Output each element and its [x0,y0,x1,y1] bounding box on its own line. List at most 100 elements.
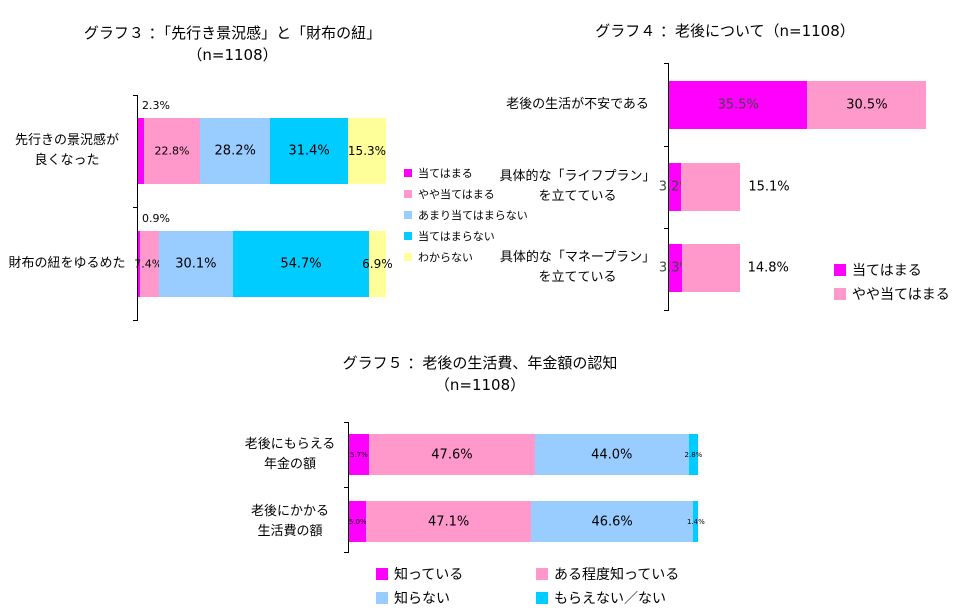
chart-4-axis [668,63,669,310]
category-label: 財布の紐をゆるめた [8,256,126,271]
legend-label: あまり当てはまらない [418,208,528,222]
bar-segment: 15.1% [681,163,790,211]
data-label: 2.8% [684,450,703,459]
chart-3-title-text: グラフ３ ：「先行き景況感」と「財布の紐」 [83,24,382,42]
chart-5-title: グラフ５ ：老後の生活費、年金額の認知 （n=1108） [300,352,660,396]
bar-segment: 3.3% [659,244,692,292]
chart-4-tick [664,63,669,64]
chart-3-subtitle: （n=1108） [187,46,278,64]
data-label: 5.0% [348,517,367,526]
data-label: 15.3% [347,144,387,158]
legend-item: やや当てはまる [404,183,528,204]
chart-4-legend: 当てはまる やや当てはまる [834,258,950,306]
legend-label: 知らない [394,591,450,607]
data-label: 47.6% [431,447,473,462]
bar-segment: 2.8% [685,434,702,475]
chart-4-tick [664,310,669,311]
chart-3-tick [133,95,138,96]
bar-segment: 22.8% [143,118,201,184]
legend-swatch [404,189,412,198]
legend-label: ある程度知っている [554,567,680,583]
bar-segment: 46.6% [530,501,694,542]
legend-swatch [536,592,548,604]
category-label: 先行きの景況感が 良くなった [14,133,119,168]
category-label: 老後の生活が不安である [506,97,649,112]
bar-segment: 1.4% [687,501,705,542]
legend-item: あまり当てはまらない [404,204,528,225]
data-label: 30.1% [175,256,217,272]
bar-segment: 5.0% [348,501,367,542]
legend-swatch [376,592,388,604]
bar-segment: 44.0% [535,434,689,475]
bar-segment: 30.1% [158,231,234,297]
data-label: 35.5% [717,97,759,113]
bar-segment: 35.5% [669,81,808,129]
data-label: 0.9% [142,212,170,225]
bar-row: 35.5% 30.5% [669,81,927,129]
category-label: 老後にかかる 生活費の額 [250,503,329,539]
legend-swatch [536,568,548,580]
legend-item: 知っている [376,562,526,586]
bar-segment: 7.4% [134,231,162,297]
bar-segment: 31.4% [270,118,349,184]
bar-segment: 15.3% [348,118,386,184]
chart-3-tick [133,207,138,208]
data-label: 7.4% [134,257,163,271]
legend-label: 知っている [394,567,464,583]
chart-5-tick [344,422,349,423]
data-label: 28.2% [214,143,256,159]
data-label: 14.8% [747,260,789,276]
chart-5-subtitle: （n=1108） [434,376,526,394]
legend-label: やや当てはまる [852,287,950,303]
chart-5-legend: 知っている ある程度知っている 知らない もらえない／ない [376,562,706,610]
legend-swatch [404,252,412,261]
data-label: 6.9% [362,257,393,271]
bar-segment [138,118,144,184]
data-label: 15.1% [748,179,790,195]
legend-label: わからない [418,250,473,264]
bar-segment: 6.9% [362,231,393,297]
data-label: 44.0% [591,447,633,462]
data-label: 47.1% [427,514,470,529]
bar-segment: 47.6% [368,434,535,475]
bar-segment: 3.2% [659,163,692,211]
legend-label: 当てはまらない [418,229,495,243]
bar-row: 3.3% 14.8% [659,244,789,292]
legend-item: 知らない [376,586,526,610]
data-label: 30.5% [846,97,888,113]
chart-3-tick [133,320,138,321]
legend-swatch [404,168,412,177]
bar-segment: 5.7% [349,434,369,475]
bar-row: 5.0% 47.1% 46.6% 1.4% [348,501,705,542]
bar-segment [138,231,141,297]
bar-segment: 54.7% [233,231,369,297]
legend-swatch [834,288,846,300]
chart-3-legend: 当てはまるやや当てはまるあまり当てはまらない 当てはまらない わからない [404,162,528,267]
chart-4-tick [664,228,669,229]
bar-segment: 28.2% [200,118,271,184]
chart-4-title-text: グラフ４ ：老後について（n=1108） [595,22,855,40]
chart-5-tick [344,487,349,488]
data-label: 31.4% [288,143,330,159]
legend-item: 当てはまらない [404,225,528,246]
category-label: 具体的な「マネープラン」 を立てている [499,250,656,285]
chart-3-title: グラフ３ ：「先行き景況感」と「財布の紐」 （n=1108） [60,22,405,66]
chart-5-tick [344,552,349,553]
data-label: 46.6% [591,514,633,529]
legend-item: 当てはまる [404,162,528,183]
chart-4-title: グラフ４ ：老後について（n=1108） [580,20,870,42]
bar-row: 5.7% 47.6% 44.0% 2.8% [349,434,702,475]
data-label: 1.4% [686,517,705,526]
data-label: 22.8% [154,144,190,158]
chart-5-title-text: グラフ５ ：老後の生活費、年金額の認知 [342,354,618,372]
bar-row: 3.2% 15.1% [659,163,790,211]
legend-swatch [404,231,412,240]
legend-label: 当てはまる [418,166,473,180]
bar-segment: 47.1% [366,501,531,542]
bar-segment: 14.8% [681,244,789,292]
category-label: 具体的な「ライフプラン」 を立てている [499,169,656,204]
data-label: 54.7% [280,256,322,272]
legend-swatch [834,264,846,276]
legend-item: ある程度知っている [536,562,706,586]
bar-row: 22.8% 28.2% 31.4% 15.3% [138,118,386,184]
